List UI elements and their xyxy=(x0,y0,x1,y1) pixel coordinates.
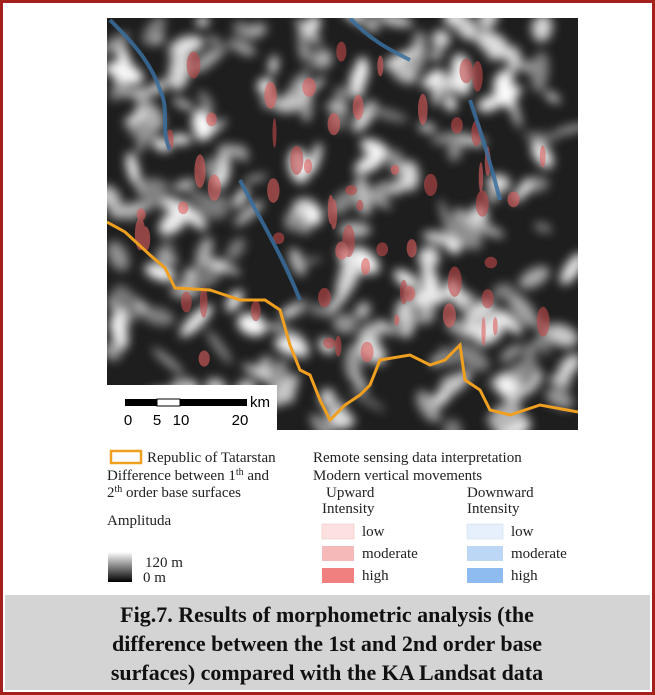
caption: Fig.7. Results of morphometric analysis … xyxy=(5,595,650,690)
legend-text: Remote sensing data interpretation xyxy=(313,450,522,466)
texture xyxy=(335,242,348,260)
texture xyxy=(328,195,334,224)
texture xyxy=(328,113,340,135)
texture xyxy=(181,292,192,313)
scale-bar: km 0 5 10 20 xyxy=(107,385,277,430)
texture xyxy=(302,78,316,97)
scale-tick: 0 xyxy=(124,412,132,429)
texture xyxy=(318,288,331,308)
scale-tick: 10 xyxy=(173,412,190,429)
map-image xyxy=(92,2,591,444)
legend-text: Republic of Tatarstan xyxy=(147,450,276,466)
texture xyxy=(187,51,201,78)
texture xyxy=(493,317,498,335)
texture xyxy=(323,337,335,348)
legend-text: Amplituda xyxy=(107,513,172,529)
legend-text: Modern vertical movements xyxy=(313,468,482,484)
texture xyxy=(418,94,428,125)
texture xyxy=(394,315,399,326)
caption-line: difference between the 1st and 2nd order… xyxy=(112,631,542,656)
texture xyxy=(485,257,498,269)
texture xyxy=(199,351,210,367)
texture xyxy=(459,59,472,84)
legend-text: Intensity xyxy=(322,501,375,517)
texture xyxy=(476,190,489,216)
texture xyxy=(194,154,205,188)
texture xyxy=(391,165,400,175)
legend-text: moderate xyxy=(511,546,567,562)
texture xyxy=(376,242,388,256)
texture xyxy=(472,61,482,92)
texture xyxy=(361,342,374,362)
texture xyxy=(200,287,208,318)
caption-line: Fig.7. Results of morphometric analysis … xyxy=(120,602,534,627)
texture xyxy=(336,42,346,62)
legend-text: moderate xyxy=(362,546,418,562)
texture xyxy=(272,118,276,148)
legend-text: Intensity xyxy=(467,501,520,517)
texture xyxy=(206,113,217,127)
texture xyxy=(267,178,279,203)
texture xyxy=(353,95,364,120)
texture xyxy=(448,266,462,296)
legend-text: Upward xyxy=(326,485,375,501)
texture xyxy=(264,82,276,109)
legend-text: Downward xyxy=(467,485,534,501)
legend-text: low xyxy=(511,524,534,540)
legend-text: 120 m xyxy=(145,555,183,571)
texture xyxy=(479,162,483,192)
legend-text: 0 m xyxy=(143,570,166,586)
texture xyxy=(208,175,221,201)
texture xyxy=(451,117,463,134)
texture xyxy=(481,317,485,346)
legend-text: high xyxy=(362,568,389,584)
legend-text: low xyxy=(362,524,385,540)
texture xyxy=(424,174,437,196)
texture xyxy=(335,336,341,357)
legend-text: Difference between 1th and xyxy=(107,467,270,484)
texture xyxy=(537,307,550,337)
scale-unit: km xyxy=(250,394,270,411)
texture xyxy=(403,286,415,301)
figure: km 0 5 10 20 Republic of Tatarstan Diffe… xyxy=(0,0,655,695)
texture xyxy=(482,289,494,308)
texture xyxy=(407,239,417,257)
texture xyxy=(356,200,363,211)
texture xyxy=(304,159,312,173)
texture xyxy=(508,192,520,208)
legend-text: high xyxy=(511,568,538,584)
scale-tick: 5 xyxy=(153,412,161,429)
texture xyxy=(540,145,546,167)
texture xyxy=(361,258,370,275)
caption-line: surfaces) compared with the KA Landsat d… xyxy=(111,660,543,685)
texture xyxy=(377,56,383,77)
scale-tick: 20 xyxy=(232,412,249,429)
legend-text: 2th order base surfaces xyxy=(107,484,241,501)
texture xyxy=(443,303,456,327)
texture xyxy=(290,146,303,175)
texture xyxy=(251,301,261,322)
texture xyxy=(178,201,188,214)
texture xyxy=(111,309,128,344)
texture xyxy=(345,185,357,195)
texture xyxy=(328,412,355,429)
